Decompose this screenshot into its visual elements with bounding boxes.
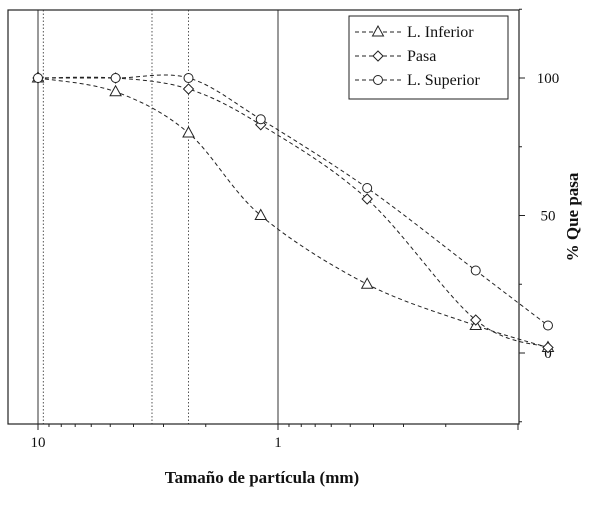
y-tick-label: 100 bbox=[537, 71, 560, 87]
data-point-diamond bbox=[182, 83, 195, 95]
data-point-circle bbox=[542, 320, 553, 331]
data-point-diamond bbox=[542, 341, 554, 354]
x-axis-title: Tamaño de partícula (mm) bbox=[165, 468, 359, 487]
series-line bbox=[37, 76, 549, 348]
legend-label: L. Superior bbox=[407, 72, 481, 89]
data-series bbox=[31, 70, 555, 354]
x-tick-label: 1 bbox=[274, 435, 282, 451]
data-point-circle bbox=[362, 183, 373, 193]
x-tick-label: 10 bbox=[31, 435, 46, 451]
sieve-reference-lines bbox=[37, 10, 279, 424]
data-point-diamond bbox=[470, 314, 482, 326]
series-line bbox=[37, 77, 549, 348]
plot-border bbox=[7, 9, 520, 425]
legend-marker-circle bbox=[373, 75, 383, 85]
legend-label: Pasa bbox=[407, 48, 436, 65]
y-axis-title: % Que pasa bbox=[563, 172, 582, 261]
data-point-triangle bbox=[254, 208, 268, 220]
plot-frame bbox=[7, 9, 520, 425]
data-point-circle bbox=[33, 73, 43, 83]
legend-marker-triangle bbox=[371, 24, 385, 37]
data-point-circle bbox=[470, 265, 481, 276]
data-point-triangle bbox=[182, 125, 195, 138]
axis-ticks: 0 50 100 10 1 bbox=[31, 8, 560, 451]
legend-marker-diamond bbox=[372, 50, 384, 62]
y-tick-label: 0 bbox=[544, 346, 552, 362]
data-point-circle bbox=[183, 73, 194, 83]
y-tick-label: 50 bbox=[541, 209, 556, 225]
data-point-triangle bbox=[109, 84, 122, 97]
data-point-triangle bbox=[360, 277, 374, 289]
legend: L. Inferior Pasa L. Superior bbox=[348, 15, 509, 100]
data-point-circle bbox=[255, 114, 266, 125]
series-line bbox=[37, 74, 549, 326]
data-point-diamond bbox=[361, 193, 373, 205]
data-point-circle bbox=[110, 73, 121, 83]
legend-label: L. Inferior bbox=[407, 24, 474, 41]
